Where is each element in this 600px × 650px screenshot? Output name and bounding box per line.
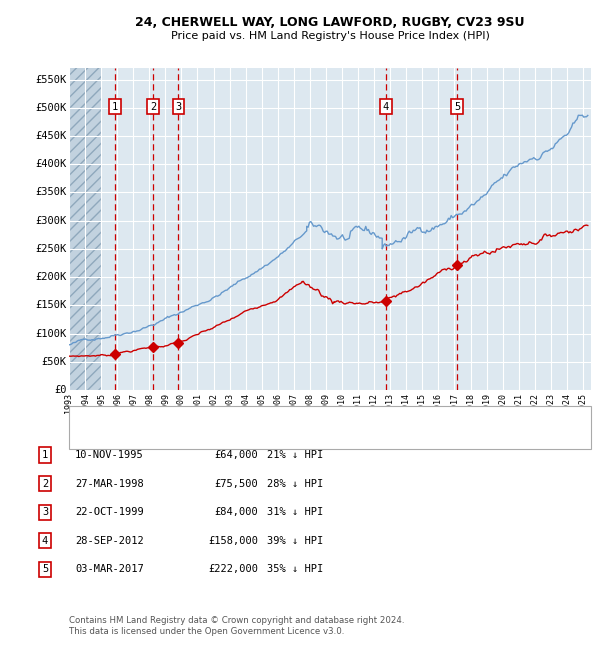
Text: 2: 2: [42, 478, 48, 489]
Text: HPI: Average price, detached house, Rugby: HPI: Average price, detached house, Rugb…: [111, 434, 337, 444]
Text: £500K: £500K: [35, 103, 67, 112]
Text: 2006: 2006: [273, 393, 282, 413]
Text: 24, CHERWELL WAY, LONG LAWFORD, RUGBY, CV23 9SU: 24, CHERWELL WAY, LONG LAWFORD, RUGBY, C…: [135, 16, 525, 29]
Text: 2010: 2010: [338, 393, 347, 413]
Text: 1999: 1999: [161, 393, 170, 413]
Text: 2023: 2023: [547, 393, 556, 413]
Text: 4: 4: [42, 536, 48, 546]
Text: 1998: 1998: [145, 393, 154, 413]
Text: £222,000: £222,000: [208, 564, 258, 575]
Text: 35% ↓ HPI: 35% ↓ HPI: [267, 564, 323, 575]
Text: £64,000: £64,000: [214, 450, 258, 460]
Text: 3: 3: [42, 507, 48, 517]
Text: 1995: 1995: [97, 393, 106, 413]
Text: 2008: 2008: [305, 393, 314, 413]
Text: 2000: 2000: [177, 393, 186, 413]
Text: 2020: 2020: [498, 393, 507, 413]
Text: 1: 1: [112, 101, 118, 112]
Text: £158,000: £158,000: [208, 536, 258, 546]
Text: 2001: 2001: [193, 393, 202, 413]
Text: 24, CHERWELL WAY, LONG LAWFORD, RUGBY, CV23 9SU (detached house): 24, CHERWELL WAY, LONG LAWFORD, RUGBY, C…: [111, 411, 500, 421]
Text: 2007: 2007: [289, 393, 298, 413]
Text: £84,000: £84,000: [214, 507, 258, 517]
Text: 2011: 2011: [353, 393, 362, 413]
Text: 2015: 2015: [418, 393, 427, 413]
Text: 2016: 2016: [434, 393, 443, 413]
Text: 2024: 2024: [562, 393, 571, 413]
Text: 2021: 2021: [514, 393, 523, 413]
Text: Price paid vs. HM Land Registry's House Price Index (HPI): Price paid vs. HM Land Registry's House …: [170, 31, 490, 41]
Text: 2022: 2022: [530, 393, 539, 413]
Text: 21% ↓ HPI: 21% ↓ HPI: [267, 450, 323, 460]
Text: 2012: 2012: [370, 393, 379, 413]
Text: £350K: £350K: [35, 187, 67, 198]
Text: ——: ——: [78, 433, 103, 446]
Text: 2003: 2003: [225, 393, 234, 413]
Text: 4: 4: [383, 101, 389, 112]
Text: 28% ↓ HPI: 28% ↓ HPI: [267, 478, 323, 489]
Text: 3: 3: [175, 101, 182, 112]
Text: 1993: 1993: [64, 393, 73, 413]
Text: £100K: £100K: [35, 328, 67, 339]
Text: ——: ——: [78, 410, 103, 422]
Text: 1994: 1994: [80, 393, 89, 413]
Text: 2019: 2019: [482, 393, 491, 413]
Text: 2005: 2005: [257, 393, 266, 413]
Text: 1997: 1997: [129, 393, 138, 413]
Text: 31% ↓ HPI: 31% ↓ HPI: [267, 507, 323, 517]
Text: 1: 1: [42, 450, 48, 460]
Text: 2009: 2009: [322, 393, 331, 413]
Text: 2: 2: [150, 101, 156, 112]
Text: 2013: 2013: [386, 393, 395, 413]
Text: £450K: £450K: [35, 131, 67, 141]
Text: 2014: 2014: [402, 393, 411, 413]
Text: £400K: £400K: [35, 159, 67, 169]
Text: 28-SEP-2012: 28-SEP-2012: [75, 536, 144, 546]
Text: 03-MAR-2017: 03-MAR-2017: [75, 564, 144, 575]
Text: £75,500: £75,500: [214, 478, 258, 489]
Text: 2002: 2002: [209, 393, 218, 413]
Text: £200K: £200K: [35, 272, 67, 282]
Text: £550K: £550K: [35, 75, 67, 84]
Text: 10-NOV-1995: 10-NOV-1995: [75, 450, 144, 460]
Text: 1996: 1996: [113, 393, 122, 413]
Text: £50K: £50K: [41, 357, 67, 367]
Text: 2025: 2025: [578, 393, 587, 413]
Text: £0: £0: [54, 385, 67, 395]
Text: £300K: £300K: [35, 216, 67, 226]
Text: Contains HM Land Registry data © Crown copyright and database right 2024.
This d: Contains HM Land Registry data © Crown c…: [69, 616, 404, 636]
Text: 2017: 2017: [450, 393, 459, 413]
Text: 5: 5: [42, 564, 48, 575]
Text: £250K: £250K: [35, 244, 67, 254]
Text: 2004: 2004: [241, 393, 250, 413]
Text: 39% ↓ HPI: 39% ↓ HPI: [267, 536, 323, 546]
Text: 27-MAR-1998: 27-MAR-1998: [75, 478, 144, 489]
Text: 2018: 2018: [466, 393, 475, 413]
Text: 22-OCT-1999: 22-OCT-1999: [75, 507, 144, 517]
Text: 5: 5: [454, 101, 460, 112]
Text: £150K: £150K: [35, 300, 67, 310]
